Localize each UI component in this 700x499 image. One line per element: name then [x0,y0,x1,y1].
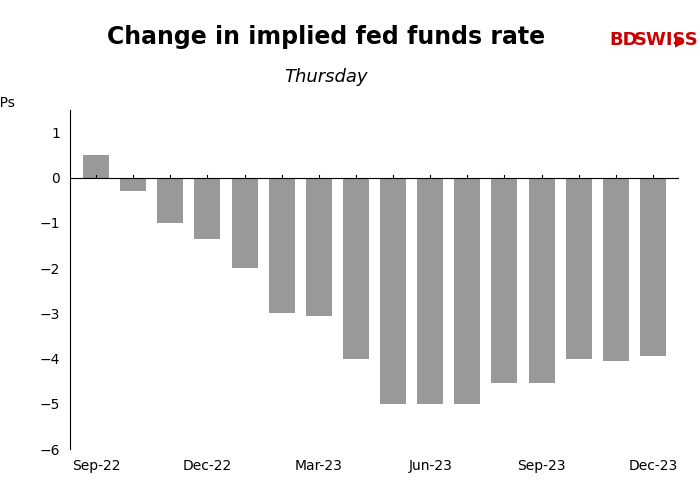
Text: BD: BD [609,31,638,49]
Bar [269,178,295,313]
Bar [232,178,258,268]
Text: Thursday: Thursday [284,68,368,86]
Text: BPs: BPs [0,96,15,110]
Bar [640,178,666,356]
Bar [603,178,629,361]
Bar [380,178,406,404]
Bar [491,178,517,384]
Bar [454,178,480,404]
Bar [417,178,443,404]
Bar [158,178,183,223]
Bar [83,155,109,178]
Text: SWISS: SWISS [634,31,698,49]
Text: Change in implied fed funds rate: Change in implied fed funds rate [106,25,545,49]
Bar [120,178,146,191]
Bar [195,178,220,239]
Bar [566,178,592,359]
Bar [306,178,332,316]
Bar [528,178,554,384]
Text: ▶: ▶ [675,36,685,49]
Bar [343,178,369,359]
